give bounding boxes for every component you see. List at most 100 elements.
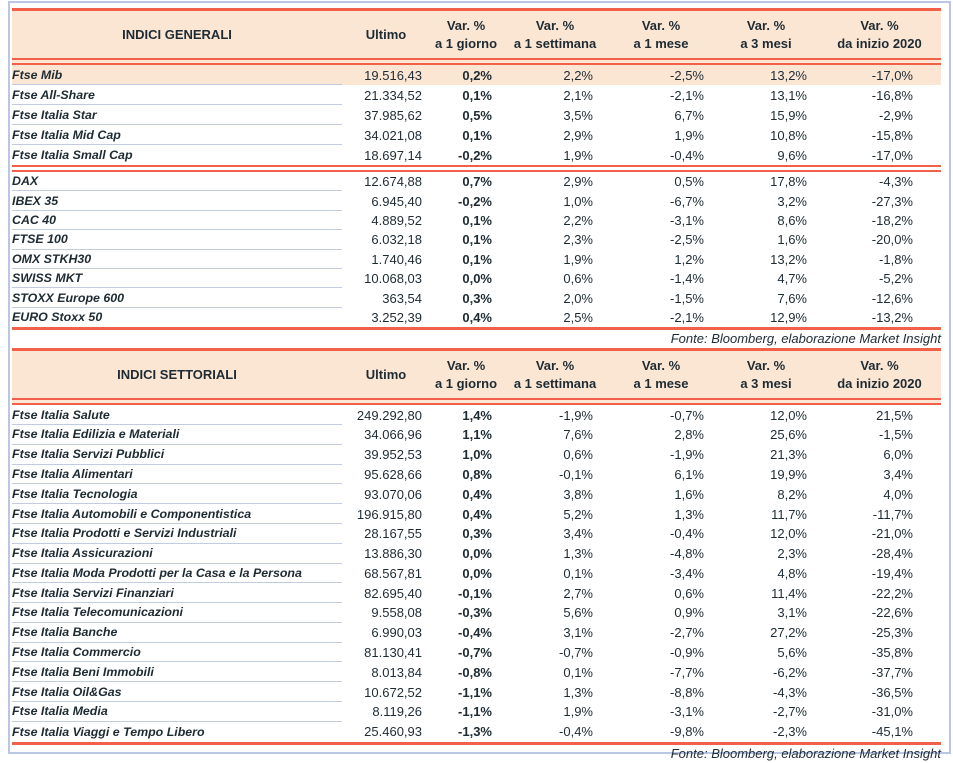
value-cell: -1,9% bbox=[559, 407, 593, 423]
value-cell: 0,1% bbox=[462, 87, 492, 103]
value-cell: 2,1% bbox=[563, 87, 593, 103]
value-cell: -0,7% bbox=[458, 645, 492, 661]
table-header: INDICI SETTORIALI Ultimo Var. % a 1 gior… bbox=[12, 351, 941, 399]
value-cell: -2,1% bbox=[670, 87, 704, 103]
table-row: Ftse Italia Prodotti e Servizi Industria… bbox=[12, 524, 941, 544]
value-cell: -0,9% bbox=[670, 645, 704, 661]
value-cell: 21,3% bbox=[770, 447, 807, 463]
var-label: Var. % bbox=[746, 17, 786, 33]
table-row: Ftse All-Share 21.334,52 0,1% 2,1% -2,1% 13,1… bbox=[12, 85, 941, 105]
value-cell: -3,1% bbox=[670, 704, 704, 720]
index-name: Ftse Italia Alimentari bbox=[12, 465, 342, 485]
value-cell: -2,9% bbox=[879, 107, 913, 123]
period-label: a 3 mesi bbox=[740, 375, 792, 391]
index-name: Ftse Italia Commercio bbox=[12, 643, 342, 663]
table-row: CAC 40 4.889,52 0,1% 2,2% -3,1% 8,6% -18,2% bbox=[12, 211, 941, 231]
value-cell: 3,5% bbox=[563, 107, 593, 123]
value-cell: -36,5% bbox=[871, 684, 913, 700]
value-cell: 2,0% bbox=[563, 290, 593, 306]
value-cell: 2,9% bbox=[563, 127, 593, 143]
value-cell: -21,0% bbox=[871, 526, 913, 542]
value-cell: 5,6% bbox=[563, 605, 593, 621]
var-label: Var. % bbox=[860, 357, 899, 373]
value-cell: 3,8% bbox=[563, 486, 593, 502]
table-row: OMX STKH30 1.740,46 0,1% 1,9% 1,2% 13,2% -1,8% bbox=[12, 250, 941, 269]
column-header-var-1-settimana: Var. % a 1 settimana bbox=[502, 11, 608, 58]
value-cell: -1,3% bbox=[458, 724, 492, 740]
column-header-var-3-mesi: Var. % a 3 mesi bbox=[714, 11, 818, 58]
value-cell: 9,6% bbox=[777, 147, 807, 163]
value-cell: 8,6% bbox=[777, 212, 807, 228]
value-cell: -6,2% bbox=[773, 664, 807, 680]
index-name: SWISS MKT bbox=[12, 269, 342, 289]
value-cell: 82.695,40 bbox=[364, 585, 422, 601]
value-cell: 1,3% bbox=[674, 506, 704, 522]
table-row: Ftse Mib 19.516,43 0,2% 2,2% -2,5% 13,2% -17,0… bbox=[12, 65, 941, 85]
value-cell: 13,2% bbox=[770, 67, 807, 83]
value-cell: 3,4% bbox=[883, 466, 913, 482]
value-cell: 2,8% bbox=[674, 427, 704, 443]
value-cell: 0,7% bbox=[462, 174, 492, 190]
value-cell: 15,9% bbox=[770, 107, 807, 123]
var-label: Var. % bbox=[535, 17, 575, 33]
value-cell: -6,7% bbox=[670, 193, 704, 209]
value-cell: 3.252,39 bbox=[371, 309, 422, 325]
value-cell: -0,7% bbox=[670, 407, 704, 423]
value-cell: 19,9% bbox=[770, 466, 807, 482]
value-cell: 12,0% bbox=[770, 407, 807, 423]
table-row: Ftse Italia Media 8.119,26 -1,1% 1,9% -3,1% -… bbox=[12, 702, 941, 722]
value-cell: 3,1% bbox=[563, 625, 593, 641]
value-cell: -27,3% bbox=[871, 193, 913, 209]
value-cell: -4,3% bbox=[773, 684, 807, 700]
value-cell: 95.628,66 bbox=[364, 466, 422, 482]
row-group: Ftse Mib 19.516,43 0,2% 2,2% -2,5% 13,2% -17,0… bbox=[12, 65, 941, 165]
value-cell: 0,1% bbox=[462, 232, 492, 248]
value-cell: -25,3% bbox=[871, 625, 913, 641]
value-cell: -2,3% bbox=[773, 724, 807, 740]
index-name: OMX STKH30 bbox=[12, 250, 342, 269]
table-row: Ftse Italia Tecnologia 93.070,06 0,4% 3,8% 1… bbox=[12, 484, 941, 505]
value-cell: 0,0% bbox=[462, 271, 492, 287]
column-header-var-1-mese: Var. % a 1 mese bbox=[608, 11, 714, 58]
source-note: Fonte: Bloomberg, elaborazione Market In… bbox=[670, 745, 941, 761]
value-cell: 196.915,80 bbox=[356, 506, 422, 522]
value-cell: 0,1% bbox=[462, 127, 492, 143]
value-cell: -2,7% bbox=[670, 625, 704, 641]
value-cell: 4,7% bbox=[777, 271, 807, 287]
table-header: INDICI GENERALI Ultimo Var. % a 1 giorno… bbox=[12, 11, 941, 58]
period-label: a 1 settimana bbox=[513, 35, 597, 51]
table-row: DAX 12.674,88 0,7% 2,9% 0,5% 17,8% -4,3% bbox=[12, 172, 941, 192]
period-label: da inizio 2020 bbox=[837, 375, 922, 391]
value-cell: -11,7% bbox=[872, 506, 913, 522]
value-cell: 0,2% bbox=[462, 67, 492, 83]
value-cell: 0,4% bbox=[462, 309, 492, 325]
index-name: Ftse Italia Servizi Pubblici bbox=[12, 445, 342, 465]
table-row: Ftse Italia Telecomunicazioni 9.558,08 -0,… bbox=[12, 603, 941, 623]
index-name: IBEX 35 bbox=[12, 191, 342, 211]
value-cell: 0,8% bbox=[462, 466, 492, 482]
value-cell: -18,2% bbox=[871, 212, 913, 228]
value-cell: -17,0% bbox=[871, 147, 913, 163]
value-cell: -0,8% bbox=[458, 664, 492, 680]
value-cell: 13,2% bbox=[770, 251, 807, 267]
value-cell: -5,2% bbox=[879, 271, 913, 287]
value-cell: 1.740,46 bbox=[371, 251, 422, 267]
value-cell: 0,1% bbox=[563, 664, 593, 680]
value-cell: -16,8% bbox=[871, 87, 913, 103]
table-row: Ftse Italia Mid Cap 34.021,08 0,1% 2,9% 1,9%… bbox=[12, 125, 941, 145]
value-cell: 6,0% bbox=[883, 447, 913, 463]
value-cell: -28,4% bbox=[871, 546, 913, 562]
row-group: DAX 12.674,88 0,7% 2,9% 0,5% 17,8% -4,3% IBEX 3… bbox=[12, 172, 941, 327]
period-label: a 1 giorno bbox=[434, 35, 498, 51]
value-cell: -7,7% bbox=[670, 664, 704, 680]
table-title: INDICI GENERALI bbox=[122, 26, 232, 42]
value-cell: 0,3% bbox=[462, 290, 492, 306]
value-cell: 1,9% bbox=[563, 147, 593, 163]
index-name: Ftse Mib bbox=[12, 65, 342, 85]
value-cell: -1,1% bbox=[458, 684, 492, 700]
value-cell: 2,9% bbox=[563, 174, 593, 190]
index-name: Ftse Italia Assicurazioni bbox=[12, 544, 342, 564]
value-cell: -2,1% bbox=[670, 309, 704, 325]
table-row: FTSE 100 6.032,18 0,1% 2,3% -2,5% 1,6% -20,0% bbox=[12, 230, 941, 250]
table-row: Ftse Italia Moda Prodotti per la Casa e … bbox=[12, 564, 941, 584]
